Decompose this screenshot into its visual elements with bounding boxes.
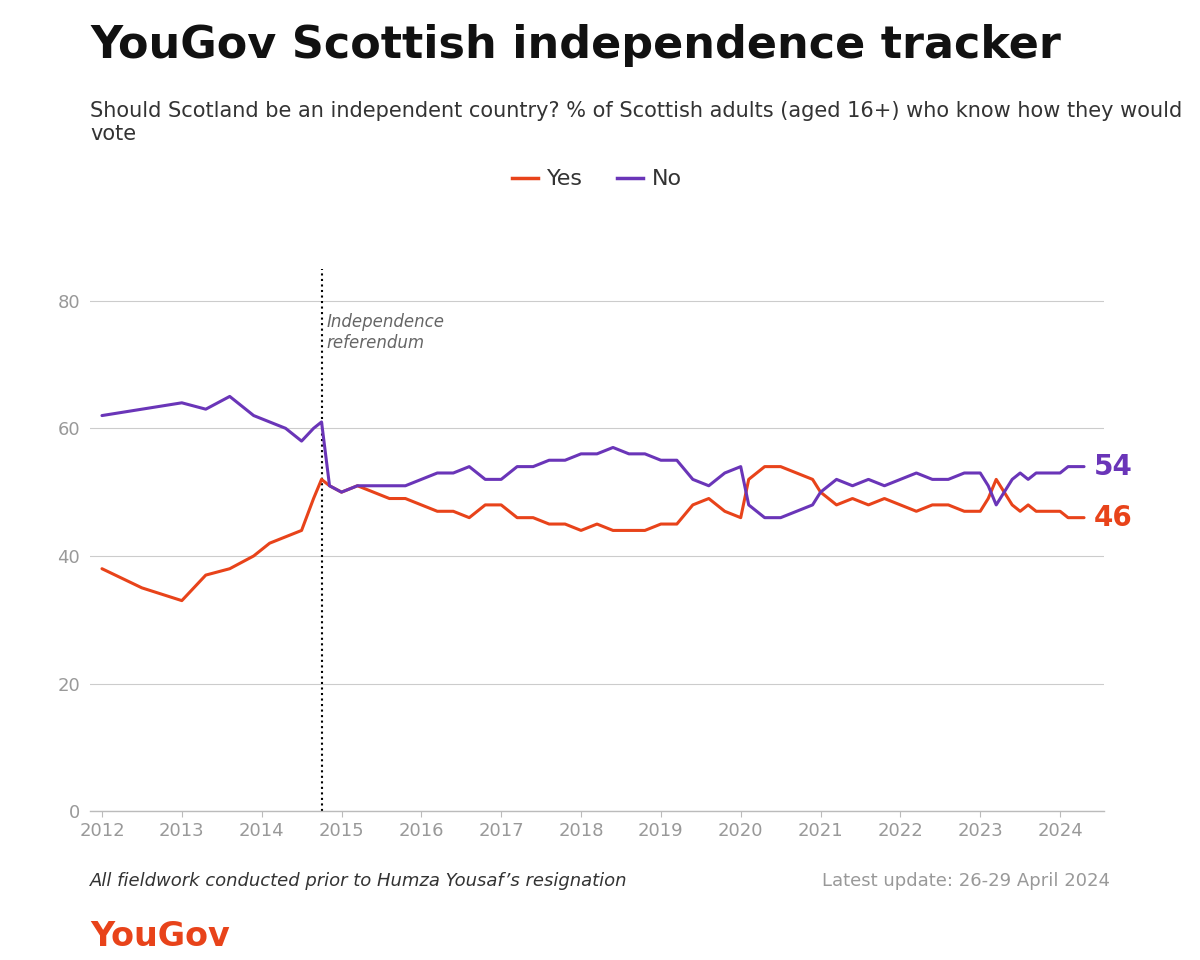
Text: YouGov Scottish independence tracker: YouGov Scottish independence tracker: [90, 24, 1061, 67]
Text: All fieldwork conducted prior to Humza Yousaf’s resignation: All fieldwork conducted prior to Humza Y…: [90, 872, 628, 890]
Text: Should Scotland be an independent country? % of Scottish adults (aged 16+) who k: Should Scotland be an independent countr…: [90, 101, 1182, 144]
Text: Latest update: 26-29 April 2024: Latest update: 26-29 April 2024: [822, 872, 1110, 890]
Text: YouGov: YouGov: [90, 920, 229, 952]
Text: 54: 54: [1093, 452, 1133, 481]
Text: 46: 46: [1093, 504, 1133, 532]
Text: Independence
referendum: Independence referendum: [326, 314, 444, 352]
Legend: Yes, No: Yes, No: [503, 160, 691, 199]
